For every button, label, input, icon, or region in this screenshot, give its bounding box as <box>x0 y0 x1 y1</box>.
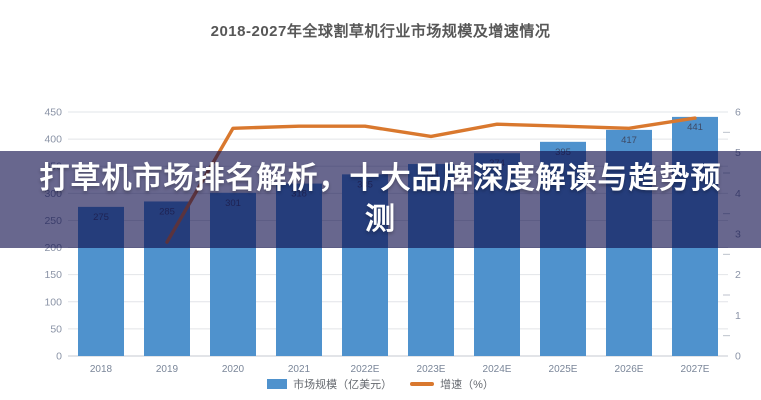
left-axis-label-400: 400 <box>44 134 62 146</box>
x-axis-label-2019: 2019 <box>156 364 179 375</box>
left-axis-label-150: 150 <box>44 269 62 281</box>
x-axis-label-2026E: 2026E <box>615 364 644 375</box>
x-axis-label-2023E: 2023E <box>417 364 446 375</box>
right-axis-label-6: 6 <box>735 107 741 119</box>
bar-value-2027E: 441 <box>687 122 703 133</box>
x-axis-label-2020: 2020 <box>222 364 245 375</box>
legend-market-size-label: 市场规模（亿美元） <box>293 379 393 391</box>
growth-line <box>165 116 697 244</box>
left-axis-label-0: 0 <box>56 351 62 363</box>
x-axis-label-2027E: 2027E <box>681 364 710 375</box>
left-axis-label-450: 450 <box>44 107 62 119</box>
overlay-text: 打草机市场排名解析，十大品牌深度解读与趋势预测 <box>39 162 722 236</box>
x-axis-label-2021: 2021 <box>288 364 311 375</box>
bar-value-2026E: 417 <box>621 135 637 146</box>
left-axis-label-50: 50 <box>50 323 62 335</box>
right-axis-label-1: 1 <box>735 310 741 322</box>
market-size-swatch-icon <box>267 379 288 389</box>
legend-growth-label: 增速（%） <box>440 379 494 391</box>
growth-line-swatch-icon <box>410 382 435 386</box>
x-axis-label-2018: 2018 <box>90 364 113 375</box>
right-axis-label-2: 2 <box>735 269 741 281</box>
x-axis-label-2022E: 2022E <box>351 364 380 375</box>
chart-legend: 市场规模（亿美元） 增速（%） <box>0 376 761 392</box>
legend-item-market-size: 市场规模（亿美元） <box>267 376 392 392</box>
chart-title: 2018-2027年全球割草机行业市场规模及增速情况 <box>210 23 551 40</box>
right-axis-label-0: 0 <box>735 351 741 363</box>
overlay-banner: 打草机市场排名解析，十大品牌深度解读与趋势预测 <box>0 151 761 248</box>
x-axis-label-2025E: 2025E <box>549 364 578 375</box>
left-axis-label-100: 100 <box>44 296 62 308</box>
x-axis-label-2024E: 2024E <box>483 364 512 375</box>
legend-item-growth: 增速（%） <box>410 376 494 392</box>
